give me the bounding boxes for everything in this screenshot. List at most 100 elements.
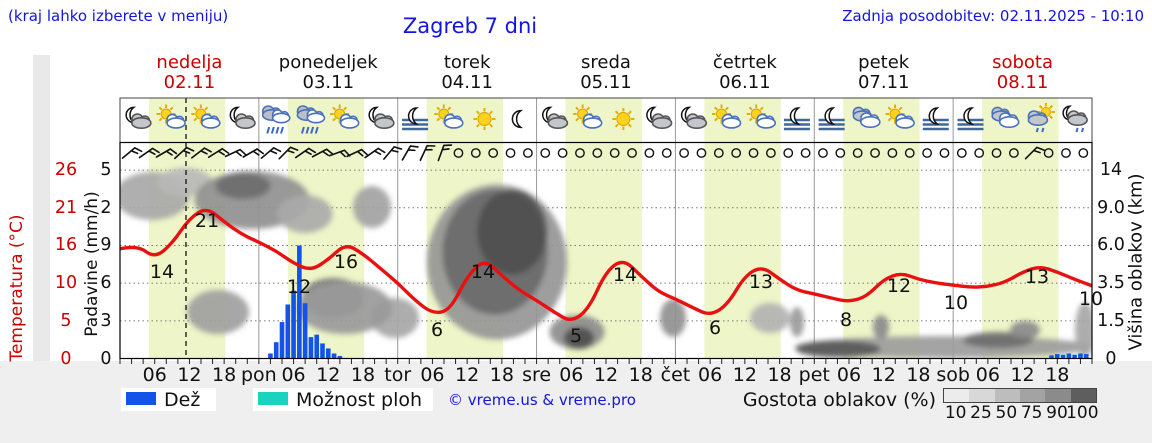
time-tick-22-18: 18 [906,364,931,386]
weather-icon-moon-fog [957,107,984,131]
weather-icon-sun-cloud [885,104,915,129]
time-tick-1-12: 12 [177,364,202,386]
temp-label-14: 14 [612,264,638,286]
temp-label-12: 12 [886,275,912,297]
temp-label-6: 6 [430,319,444,341]
day-header-ponedeljek: ponedeljek 03.11 [278,52,378,93]
cloud-tick-0: 0 [1105,348,1117,369]
time-tick-21-12: 12 [871,364,896,386]
weather-icon-rain [296,105,326,134]
precip-tick-9: 9 [100,235,112,256]
weather-icon-moon-fog [783,107,810,131]
rain-swatch [126,392,156,405]
weather-icon-sun-cloud [191,104,221,129]
scale-segment [1070,389,1096,402]
scale-segment [969,389,995,402]
temp-tick-16: 16 [54,235,78,256]
day-header-sreda: sreda 05.11 [580,52,632,93]
time-tick-5-12: 12 [316,364,341,386]
time-tick-6-18: 18 [350,364,376,386]
showers-swatch [258,392,288,405]
legend-chip-showers [253,388,433,411]
time-tick-12-06: 06 [559,364,584,386]
precip-tick-2: 2 [100,197,112,218]
temp-label-21: 21 [194,210,220,232]
temp-label-14: 14 [149,261,175,283]
day-header-četrtek: četrtek 06.11 [712,52,777,93]
precip-tick-6: 6 [100,273,112,294]
scale-label-25: 25 [970,403,992,423]
temp-label-14: 14 [470,261,496,283]
day-header-petek: petek 07.11 [857,52,910,93]
time-tick-15-čet: čet [660,364,691,386]
time-tick-25-12: 12 [1010,364,1035,386]
time-tick-7-tor: tor [384,364,412,386]
scale-segment [994,389,1020,402]
weather-icon-sun-cloud [330,104,360,129]
temp-label-13: 13 [748,271,774,293]
temp-tick-10: 10 [54,273,78,294]
weather-icon-moon-fog [922,107,949,131]
weather-icon-sun-cloud [573,104,603,129]
temp-label-16: 16 [333,251,359,273]
temp-tick-26: 26 [54,160,78,181]
scale-label-90: 90 [1046,403,1068,423]
weather-icon-sun [612,108,635,130]
day-header-nedelja: nedelja 02.11 [156,52,223,93]
time-tick-23-sob: sob [936,364,970,386]
time-tick-3-pon: pon [240,364,277,386]
weather-icon-sun-drizzle [1027,103,1055,133]
time-tick-9-12: 12 [455,364,480,386]
temp-label-6: 6 [708,317,722,339]
figure-margin-strip [33,55,50,378]
temp-label-10: 10 [943,292,969,314]
time-tick-4-06: 06 [281,364,306,386]
temp-label-13: 13 [1024,266,1050,288]
time-tick-10-18: 18 [489,364,514,386]
time-tick-11-sre: sre [522,364,552,386]
weather-icon-moon-cloud [229,106,256,130]
cloud-tick-3.5: 3.5 [1097,273,1125,294]
page-title: Zagreb 7 dni [402,14,538,38]
scale-segment [944,389,970,402]
time-tick-13-12: 12 [593,364,619,386]
weather-icon-moon-fog [818,107,845,131]
cloud-tick-9.0: 9.0 [1097,197,1125,218]
precip-tick-5: 5 [100,160,112,181]
weather-icon-moon-cloud [646,106,673,130]
scale-label-100: 100 [1066,403,1099,423]
cloud-axis-label: Višina oblakov (km) [1125,173,1147,351]
temp-tick-21: 21 [54,197,78,218]
rain-legend-label: Dež [164,389,201,411]
time-tick-8-06: 06 [420,364,445,386]
weather-icon-sun-cloud [156,104,186,129]
scale-label-75: 75 [1020,403,1043,423]
cloud-tick-1.5: 1.5 [1097,310,1125,331]
cloud-density-label: Gostota oblakov (%) [742,389,936,411]
scale-segment [1045,389,1071,402]
cloud-tick-6.0: 6.0 [1097,235,1125,256]
weather-icon-moon-cloud [125,106,152,130]
scale-label-10: 10 [944,403,967,423]
location-hint: (kraj lahko izberete v meniju) [8,7,229,25]
weather-icon-moon-drizzle [1062,105,1088,133]
time-tick-26-18: 18 [1045,364,1070,386]
weather-icon-moon-cloud [542,106,569,130]
day-header-torek: torek 04.11 [441,52,493,93]
copyright-link[interactable]: © vreme.us & vreme.pro [448,391,636,409]
weather-icon-moon-cloud [680,106,708,130]
time-tick-24-06: 06 [975,364,1000,386]
time-tick-20-06: 06 [836,364,862,386]
time-tick-16-06: 06 [698,364,723,386]
time-tick-18-18: 18 [767,364,792,386]
time-tick-0-06: 06 [142,364,167,386]
weather-icon-sun-cloud [434,104,464,129]
temp-axis-label: Temperatura (°C) [7,214,27,362]
temp-label-5: 5 [569,325,583,347]
weather-icon-sun-cloud [712,104,742,129]
cloud-tick-14: 14 [1099,160,1123,181]
weather-icon-moon-cloud [368,106,395,130]
weather-icon-sun-cloud [746,104,777,129]
temp-tick-0: 0 [60,348,72,369]
